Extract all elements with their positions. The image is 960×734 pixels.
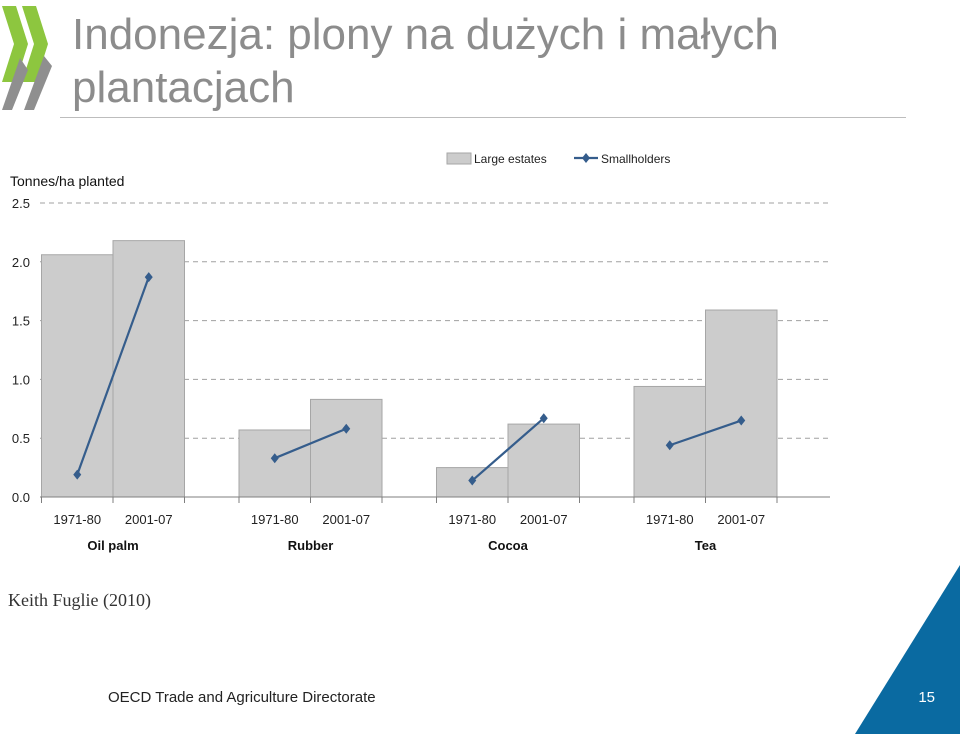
y-tick-label: 0.0 [12,490,30,505]
smallholder-marker [468,475,477,486]
group-label: Cocoa [488,538,529,553]
footer-organization: OECD Trade and Agriculture Directorate [108,689,376,706]
x-tick-label: 2001-07 [520,512,568,527]
bar [705,309,778,498]
smallholder-marker [342,423,351,434]
x-tick-label: 2001-07 [125,512,173,527]
y-axis-label: Tonnes/ha planted [10,173,124,189]
legend-swatch-large-estates [446,152,472,165]
smallholder-line-segment [76,276,150,476]
group-label: Rubber [288,538,334,553]
y-tick-label: 1.5 [12,314,30,329]
bar [310,398,383,498]
yield-chart: 0.0 0.5 1.0 1.5 2.0 2.5 Tonnes/ha planted 1971-… [10,152,830,553]
legend-label-large-estates: Large estates [474,152,547,166]
bar [507,423,580,498]
smallholder-marker [270,453,279,464]
x-tick-label: 1971-80 [646,512,694,527]
smallholder-marker [144,272,153,283]
corner-blue-triangle [855,565,960,734]
group-label: Oil palm [87,538,138,553]
x-tick-label: 2001-07 [717,512,765,527]
smallholder-line-segment [669,419,742,447]
logo-grey-chevron-2 [24,56,52,110]
smallholder-line-segment [471,417,545,482]
smallholder-line-segment [274,427,347,460]
smallholder-marker [737,415,746,426]
bar [41,254,114,498]
bars [41,240,778,498]
smallholder-marker [539,413,548,424]
group-label: Tea [695,538,717,553]
bar [238,429,311,498]
slide-title: Indonezja: plony na dużych i małych plan… [72,10,779,112]
x-tick-label: 1971-80 [251,512,299,527]
legend: Large estates Smallholders [446,152,670,166]
y-tick-label: 2.5 [12,196,30,211]
x-tick-label: 1971-80 [53,512,101,527]
legend-marker-smallholders [582,153,590,163]
oecd-logo [2,6,52,110]
logo-grey-chevron-1 [2,58,28,110]
legend-label-smallholders: Smallholders [601,152,670,166]
title-divider [60,117,906,118]
y-tick-label: 0.5 [12,431,30,446]
x-tick-label: 1971-80 [448,512,496,527]
source-citation: Keith Fuglie (2010) [8,590,151,610]
smallholder-marker [665,440,674,451]
smallholder-marker [73,469,82,480]
page-number: 15 [918,689,935,706]
smallholder-lines [73,272,746,486]
x-tick-label: 2001-07 [322,512,370,527]
y-tick-label: 1.0 [12,372,30,387]
axes: 0.0 0.5 1.0 1.5 2.0 2.5 Tonnes/ha planted 1971-… [10,173,830,553]
y-tick-label: 2.0 [12,255,30,270]
